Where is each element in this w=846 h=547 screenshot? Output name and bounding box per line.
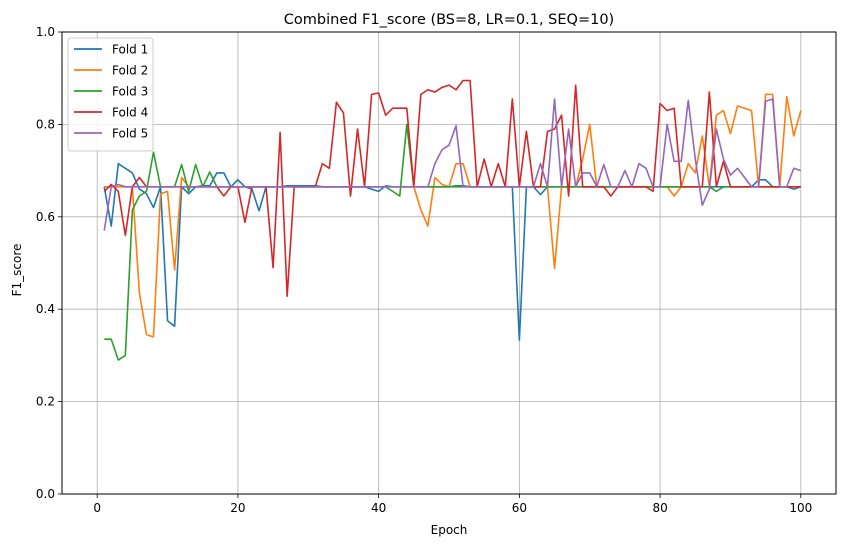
x-tick-label: 20	[230, 501, 245, 515]
y-tick-label: 0.6	[36, 210, 55, 224]
x-tick-label: 60	[512, 501, 527, 515]
x-tick-label: 80	[652, 501, 667, 515]
y-tick-label: 1.0	[36, 25, 55, 39]
legend-box	[67, 37, 154, 152]
y-tick-label: 0.2	[36, 395, 55, 409]
x-tick-label: 100	[789, 501, 812, 515]
series-line-fold-1	[103, 162, 802, 341]
legend-label: Fold 4	[112, 106, 148, 120]
series-line-fold-4	[103, 79, 801, 298]
series-line-fold-5	[103, 98, 802, 231]
y-tick-label: 0.8	[36, 117, 55, 131]
series-lines	[103, 79, 802, 361]
series-line-fold-3	[104, 123, 801, 361]
y-tick-label: 0.4	[36, 302, 55, 316]
x-tick-label: 0	[93, 501, 101, 515]
chart-title: Combined F1_score (BS=8, LR=0.1, SEQ=10)	[284, 12, 614, 28]
legend-label: Fold 3	[112, 85, 148, 99]
x-axis-label: Epoch	[431, 523, 468, 537]
plot-frame	[61, 31, 837, 495]
legend-label: Fold 2	[112, 64, 148, 78]
legend-label: Fold 1	[112, 43, 148, 57]
y-tick-label: 0.0	[36, 487, 55, 501]
legend: Fold 1 Fold 2 Fold 3 Fold 4 Fold 5	[67, 37, 154, 152]
series-line-fold-2	[104, 93, 802, 338]
legend-label: Fold 5	[112, 127, 148, 141]
axis-ticks: 0 20 40 60 80 100 0.0 0.2 0.4 0.6 0.8 1.0	[36, 25, 812, 515]
x-tick-label: 40	[371, 501, 386, 515]
y-axis-label: F1_score	[10, 244, 24, 297]
